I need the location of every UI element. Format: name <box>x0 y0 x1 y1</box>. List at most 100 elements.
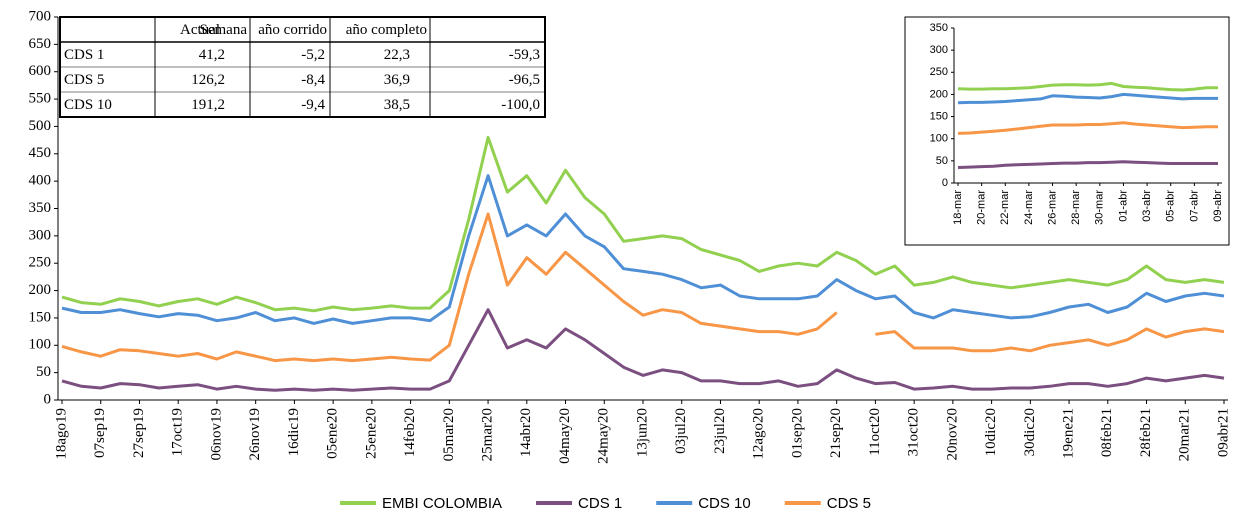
y-tick-label: 250 <box>29 255 52 271</box>
x-tick-label: 26nov19 <box>247 408 263 461</box>
y-tick-label: 50 <box>936 155 948 167</box>
line-series <box>957 160 1218 169</box>
table-cell: 38,5 <box>384 97 410 113</box>
table-header: Semana <box>200 22 248 38</box>
y-tick-label: 550 <box>29 91 52 107</box>
y-tick-label: 650 <box>29 36 52 52</box>
y-tick-label: 600 <box>29 63 52 79</box>
y-tick-label: 700 <box>29 8 52 24</box>
x-tick-label: 12ago20 <box>751 408 767 460</box>
x-tick-label: 18-mar <box>952 190 964 225</box>
line-series <box>957 121 1218 135</box>
x-tick-label: 30dic20 <box>1022 408 1038 456</box>
x-tick-label: 19ene21 <box>1061 408 1077 459</box>
line-series <box>61 135 1225 313</box>
table-cell: 41,2 <box>199 47 225 63</box>
legend-label: EMBI COLOMBIA <box>382 495 502 512</box>
x-tick-label: 20mar21 <box>1177 408 1193 461</box>
x-tick-label: 01-abr <box>1117 190 1129 222</box>
table-cell: 36,9 <box>384 72 410 88</box>
x-tick-label: 28-mar <box>1070 190 1082 225</box>
x-tick-label: 22-mar <box>999 190 1011 225</box>
x-tick-label: 25mar20 <box>480 408 496 461</box>
y-tick-label: 300 <box>930 44 948 56</box>
x-tick-label: 05ene20 <box>325 408 341 459</box>
table-cell: 126,2 <box>191 72 225 88</box>
table-cell: -100,0 <box>501 97 540 113</box>
table-cell: -5,2 <box>301 47 325 63</box>
y-tick-label: 300 <box>29 227 52 243</box>
table-cell: 22,3 <box>384 47 410 63</box>
x-tick-label: 17oct19 <box>170 408 186 456</box>
x-tick-label: 26-mar <box>1046 190 1058 225</box>
line-series <box>61 174 1225 325</box>
y-tick-label: 400 <box>29 173 52 189</box>
x-tick-label: 20-mar <box>976 190 988 225</box>
y-tick-label: 500 <box>29 118 52 134</box>
x-tick-label: 01sep20 <box>789 408 805 458</box>
x-tick-label: 28feb21 <box>1138 408 1154 457</box>
x-tick-label: 07sep19 <box>92 408 108 458</box>
y-tick-label: 100 <box>29 337 52 353</box>
x-tick-label: 03-abr <box>1141 190 1153 222</box>
inset-frame <box>904 16 1230 246</box>
line-series <box>957 81 1218 92</box>
table-row-label: CDS 10 <box>64 97 112 113</box>
x-tick-label: 18ago19 <box>53 408 69 460</box>
x-tick-label: 06nov19 <box>208 408 224 461</box>
table-row-label: CDS 1 <box>64 47 104 63</box>
x-tick-label: 27sep19 <box>131 408 147 458</box>
table-cell: -96,5 <box>509 72 540 88</box>
table-header: año corrido <box>258 22 327 38</box>
x-tick-label: 13jun20 <box>634 408 650 457</box>
table-header: Actual <box>180 22 220 38</box>
table-cell: -8,4 <box>301 72 325 88</box>
y-tick-label: 50 <box>36 364 51 380</box>
table-row-label: CDS 5 <box>64 72 104 88</box>
line-series <box>957 92 1218 105</box>
line-series <box>61 308 1225 392</box>
y-tick-label: 200 <box>930 88 948 100</box>
x-tick-label: 21sep20 <box>828 408 844 458</box>
y-tick-label: 0 <box>44 391 52 407</box>
y-tick-label: 450 <box>29 145 52 161</box>
x-tick-label: 09-abr <box>1212 190 1224 222</box>
y-tick-label: 350 <box>29 200 52 216</box>
x-tick-label: 23jul20 <box>712 408 728 454</box>
x-tick-label: 04may20 <box>557 408 573 464</box>
table-header: año completo <box>346 22 427 38</box>
x-tick-label: 11oct20 <box>867 408 883 456</box>
x-tick-label: 24-mar <box>1023 190 1035 225</box>
x-tick-label: 08feb21 <box>1099 408 1115 457</box>
legend-label: CDS 10 <box>698 495 751 512</box>
table-cell: 191,2 <box>191 97 225 113</box>
y-tick-label: 0 <box>942 177 948 189</box>
x-tick-label: 05-abr <box>1165 190 1177 222</box>
x-tick-label: 25ene20 <box>363 408 379 459</box>
x-tick-label: 30-mar <box>1094 190 1106 225</box>
x-tick-label: 09abr21 <box>1215 408 1231 457</box>
line-series <box>61 212 1225 363</box>
table-cell: -59,3 <box>509 47 540 63</box>
x-tick-label: 20nov20 <box>944 408 960 461</box>
inset: 0 50 100 150 200 250 300 350 18-mar 20-mar 22-mar 2… <box>904 16 1230 246</box>
x-tick-label: 05mar20 <box>441 408 457 461</box>
x-tick-label: 31oct20 <box>906 408 922 456</box>
y-tick-label: 150 <box>29 309 52 325</box>
table-cell: -9,4 <box>301 97 325 113</box>
x-tick-label: 10dic20 <box>983 408 999 456</box>
y-tick-label: 350 <box>930 22 948 34</box>
x-tick-label: 14abr20 <box>518 408 534 457</box>
x-tick-label: 16dic19 <box>286 408 302 456</box>
x-tick-label: 14feb20 <box>402 408 418 457</box>
y-tick-label: 100 <box>930 133 948 145</box>
x-tick-label: 07-abr <box>1188 190 1200 222</box>
legend-label: CDS 5 <box>827 495 871 512</box>
x-tick-label: 03jul20 <box>673 408 689 454</box>
y-tick-label: 200 <box>29 282 52 298</box>
legend-label: CDS 1 <box>578 495 622 512</box>
y-tick-label: 150 <box>930 110 948 122</box>
y-tick-label: 250 <box>930 66 948 78</box>
